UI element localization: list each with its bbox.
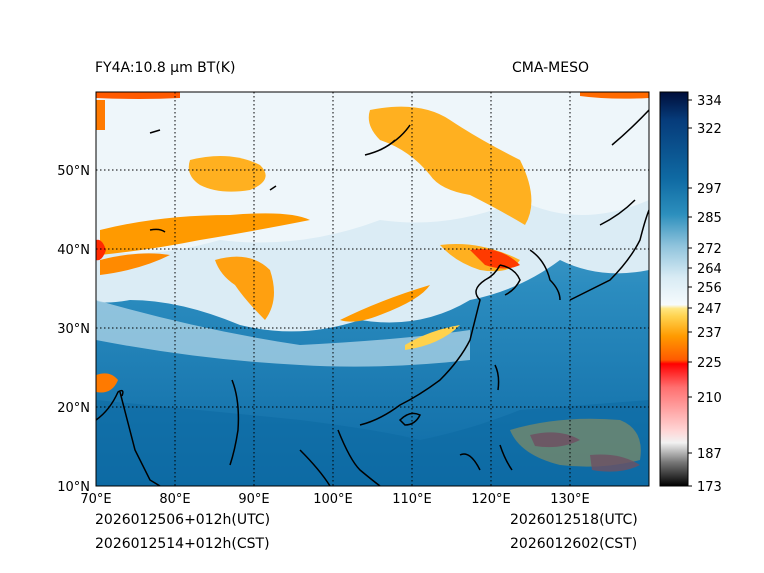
valid-time-cst: 2026012602(CST) (510, 536, 638, 552)
lat-tick-label: 50°N (57, 164, 90, 179)
lon-tick-label: 80°E (159, 492, 190, 507)
colorbar-tick-label: 247 (697, 302, 722, 317)
lat-axis: 10°N 20°N 30°N 40°N 50°N (57, 164, 90, 495)
coastlines (96, 109, 649, 486)
init-time-cst: 2026012514+012h(CST) (95, 536, 270, 552)
colorbar-tick-label: 237 (697, 326, 722, 341)
colorbar-tick-label: 297 (697, 182, 722, 197)
colorbar-tick-label: 264 (697, 262, 722, 277)
bt-image (96, 92, 649, 486)
lon-tick-label: 130°E (550, 492, 590, 507)
colorbar-tick-label: 210 (697, 391, 722, 406)
lat-tick-label: 10°N (57, 480, 90, 495)
colorbar-gradient (659, 91, 689, 487)
colorbar-tick-label: 285 (697, 211, 722, 226)
lat-tick-label: 30°N (57, 322, 90, 337)
lon-axis: 70°E 80°E 90°E 100°E 110°E 120°E 130°E (80, 492, 589, 507)
model-title: CMA-MESO (512, 60, 590, 76)
lon-tick-label: 100°E (313, 492, 353, 507)
graticule (96, 92, 649, 486)
colorbar-tick-label: 322 (697, 122, 722, 137)
colorbar-ticks: 173 187 210 225 237 247 256 264 272 285 297 322 334 (688, 94, 722, 495)
colorbar-tick-label: 173 (697, 480, 722, 495)
colorbar: 173 187 210 225 237 247 256 264 272 285 297 322 334 (659, 91, 722, 495)
colorbar-tick-label: 272 (697, 242, 722, 257)
colorbar-tick-label: 256 (697, 281, 722, 296)
product-title: FY4A:10.8 µm BT(K) (95, 60, 236, 76)
map-frame (95, 91, 650, 487)
colorbar-tick-label: 225 (697, 356, 722, 371)
lon-tick-label: 110°E (392, 492, 432, 507)
lat-tick-label: 20°N (57, 401, 90, 416)
lon-tick-label: 90°E (238, 492, 269, 507)
colorbar-tick-label: 187 (697, 447, 722, 462)
lon-tick-label: 120°E (471, 492, 511, 507)
lon-tick-label: 70°E (80, 492, 111, 507)
lat-tick-label: 40°N (57, 243, 90, 258)
colorbar-tick-label: 334 (697, 94, 722, 109)
valid-time-utc: 2026012518(UTC) (510, 512, 638, 528)
init-time-utc: 2026012506+012h(UTC) (95, 512, 271, 528)
